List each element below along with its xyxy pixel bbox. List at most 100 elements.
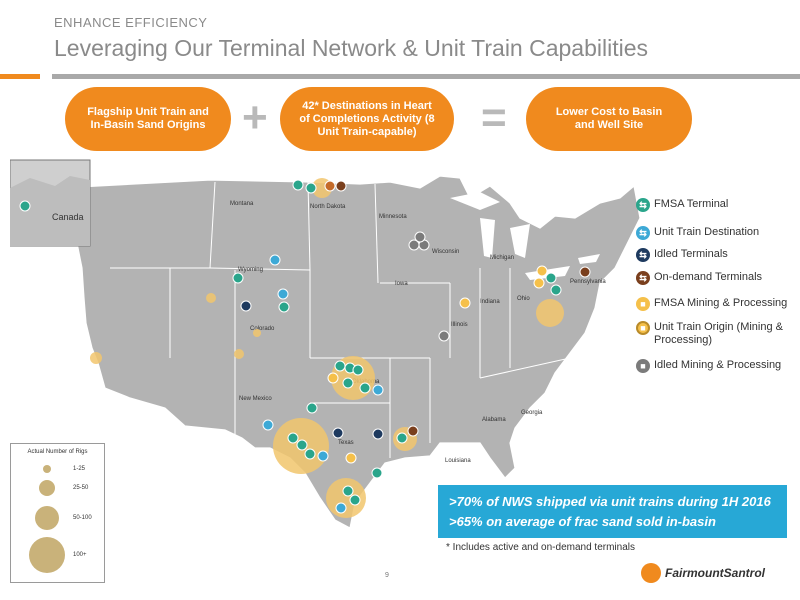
rig-size-label: 50-100: [73, 515, 92, 521]
terminal-marker: [304, 448, 316, 460]
title-accent-bar: [0, 74, 40, 79]
mining-marker: [345, 452, 357, 464]
legend-label: Idled Mining & Processing: [654, 359, 782, 371]
rig-bubble: [206, 293, 216, 303]
on-demand-terminal-icon: ⇆: [636, 271, 650, 285]
idled-terminal-marker: [240, 300, 252, 312]
legend-item-unit-train-destination: ⇆ Unit Train Destination: [636, 226, 759, 240]
terminal-marker: [342, 485, 354, 497]
unit-train-destination-marker: [372, 384, 384, 396]
legend-label: Unit Train Destination: [654, 226, 760, 238]
idled-mining-marker: [438, 330, 450, 342]
unit-train-destination-marker: [277, 288, 289, 300]
idled-terminal-marker: [332, 427, 344, 439]
rig-size-circle-medium: [39, 480, 55, 496]
rig-size-circle-small: [43, 465, 51, 473]
unit-train-destination-marker: [335, 502, 347, 514]
logo-wordmark: FairmountSantrol: [665, 566, 766, 580]
legend-label: On-demand Terminals: [654, 271, 763, 283]
rig-size-label: 100+: [73, 552, 87, 558]
idled-mining-icon: ■: [636, 359, 650, 373]
unit-train-destination-marker: [317, 450, 329, 462]
terminal-marker: [306, 402, 318, 414]
plus-operator: +: [242, 93, 268, 142]
legend-item-on-demand-terminal: ⇆ On-demand Terminals: [636, 271, 762, 285]
terminal-marker: [342, 377, 354, 389]
terminal-marker: [359, 382, 371, 394]
on-demand-terminal-marker: [407, 425, 419, 437]
idled-terminal-marker: [372, 428, 384, 440]
callout-line-in-basin: >65% on average of frac sand sold in-bas…: [449, 514, 716, 529]
terminal-markers: [19, 179, 591, 514]
terminal-marker: [334, 360, 346, 372]
state-label-wyoming: Wyoming: [238, 267, 263, 273]
state-label-illinois: Illinois: [451, 322, 468, 328]
mining-icon: ■: [636, 297, 650, 311]
rig-bubble: [536, 299, 564, 327]
legend-item-terminal: ⇆ FMSA Terminal: [636, 198, 728, 212]
state-label-north-dakota: North Dakota: [310, 204, 346, 210]
mining-marker: [536, 265, 548, 277]
state-label-minnesota: Minnesota: [379, 214, 407, 220]
state-label-ohio: Ohio: [517, 296, 530, 302]
state-label-new-mexico: New Mexico: [239, 396, 272, 402]
unit-train-origin-marker: [459, 297, 471, 309]
rig-bubble: [234, 349, 244, 359]
unit-train-origin-icon: ■: [636, 321, 650, 335]
legend-item-mining: ■ FMSA Mining & Processing: [636, 297, 787, 311]
state-label-wisconsin: Wisconsin: [432, 249, 459, 255]
rig-legend-title: Actual Number of Rigs: [27, 449, 88, 455]
destinations-pill: 42* Destinations in Heart of Completions…: [280, 87, 454, 151]
terminal-network-map: Canada Montana North Dakota Minnesota Wi…: [10, 158, 644, 556]
terminal-marker: [545, 272, 557, 284]
terminal-marker: [371, 467, 383, 479]
state-label-alabama: Alabama: [482, 417, 506, 423]
state-label-colorado: Colorado: [250, 326, 275, 332]
state-borders: [110, 181, 571, 458]
state-label-pennsylvania: Pennsylvania: [570, 279, 606, 285]
flagship-origins-text: Flagship Unit Train and In-Basin Sand Or…: [87, 106, 209, 131]
on-demand-terminal-marker: [579, 266, 591, 278]
legend-item-unit-train-origin: ■ Unit Train Origin (Mining & Processing…: [636, 321, 794, 347]
legend-label: FMSA Mining & Processing: [654, 297, 788, 309]
equals-operator: =: [481, 93, 507, 142]
lower-cost-pill: Lower Cost to Basin and Well Site: [526, 87, 692, 151]
logo-mark-icon: [641, 563, 661, 583]
unit-train-origin-marker: [327, 372, 339, 384]
great-lakes: [450, 192, 600, 280]
terminal-marker: [349, 494, 361, 506]
legend-label: Unit Train Origin (Mining & Processing): [654, 321, 783, 346]
section-eyebrow: ENHANCE EFFICIENCY: [54, 15, 208, 30]
footnote: * Includes active and on-demand terminal…: [446, 542, 635, 553]
rig-size-label: 1-25: [73, 466, 86, 472]
terminal-marker: [296, 439, 308, 451]
mining-marker: [533, 277, 545, 289]
rig-size-circle-xlarge: [29, 537, 65, 573]
page-number: 9: [385, 572, 389, 579]
rig-count-legend: Actual Number of Rigs 1-25 25-50 50-100 …: [10, 443, 105, 583]
terminal-marker: [287, 432, 299, 444]
shipping-callout: >70% of NWS shipped via unit trains duri…: [438, 485, 787, 538]
on-demand-terminal-marker: [335, 180, 347, 192]
destinations-text: 42* Destinations in Heart of Completions…: [299, 99, 435, 138]
title-rule: [52, 74, 800, 79]
on-demand-terminal-marker: [324, 180, 336, 192]
terminal-marker: [396, 432, 408, 444]
state-label-texas: Texas: [338, 440, 354, 446]
state-label-indiana: Indiana: [480, 299, 500, 305]
lower-cost-text: Lower Cost to Basin and Well Site: [555, 106, 663, 131]
rig-size-circle-large: [35, 506, 59, 530]
rig-size-circles: [29, 465, 65, 573]
idled-terminal-icon: ⇆: [636, 248, 650, 262]
unit-train-destination-marker: [269, 254, 281, 266]
rig-bubble: [90, 352, 102, 364]
legend-item-idled-terminal: ⇆ Idled Terminals: [636, 248, 728, 262]
flagship-origins-pill: Flagship Unit Train and In-Basin Sand Or…: [65, 87, 231, 151]
legend-label: FMSA Terminal: [654, 198, 729, 210]
company-logo: FairmountSantrol: [641, 563, 765, 583]
state-label-georgia: Georgia: [521, 410, 543, 416]
rig-bubble: [253, 329, 261, 337]
legend-label: Idled Terminals: [654, 248, 728, 260]
terminal-marker: [19, 200, 31, 212]
unit-train-destination-icon: ⇆: [636, 226, 650, 240]
